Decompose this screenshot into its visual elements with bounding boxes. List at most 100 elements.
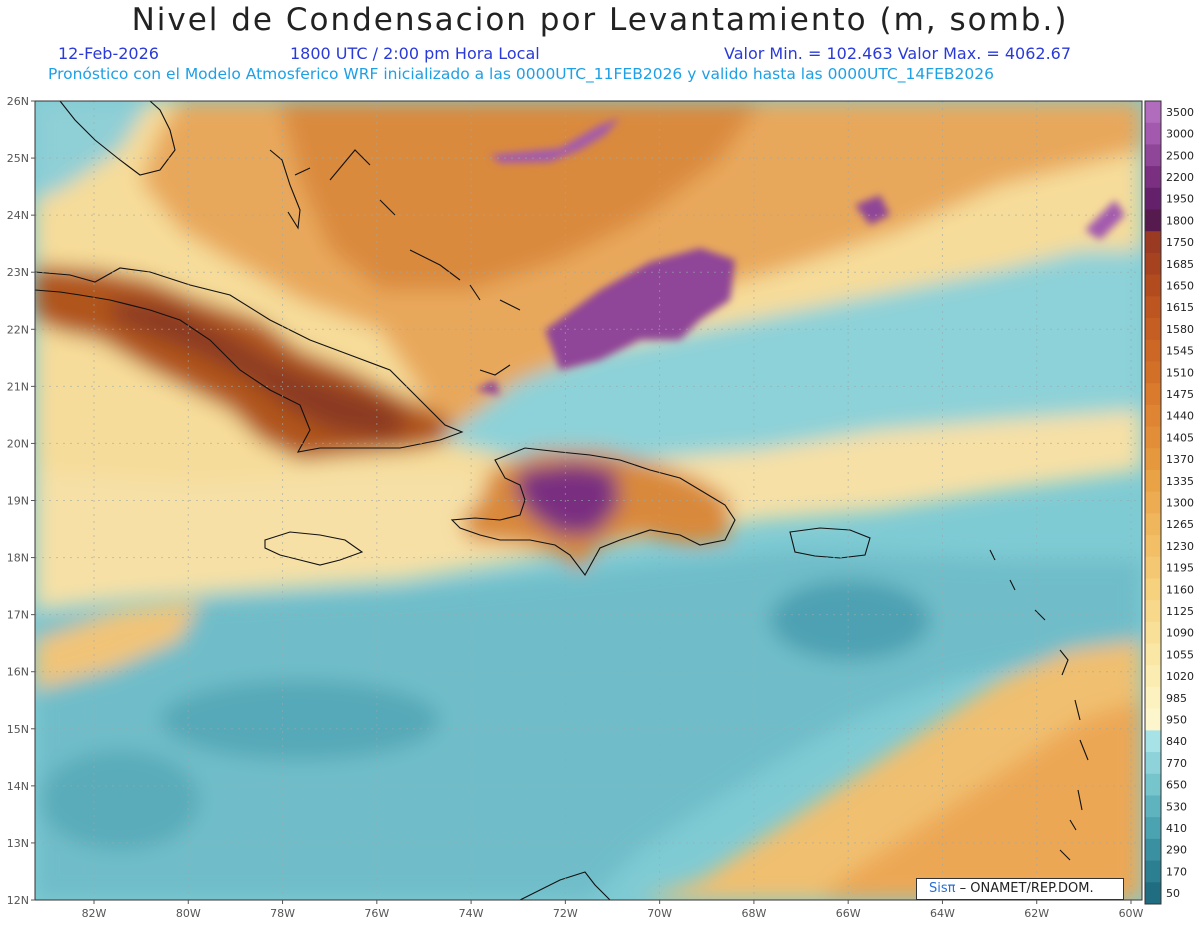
- colorbar-label: 2500: [1166, 149, 1194, 162]
- colorbar-swatch: [1145, 361, 1161, 384]
- sis-logo-text: Sisπ: [929, 881, 956, 896]
- credit-box: Sisπ – ONAMET/REP.DOM.: [916, 878, 1124, 900]
- longitude-labels: 82W 80W 78W 76W 74W 72W 70W 68W 66W 64W 62W 60W: [82, 900, 1144, 920]
- lat-label: 26N: [7, 95, 29, 108]
- lat-label: 21N: [7, 380, 29, 393]
- colorbar-swatch: [1145, 730, 1161, 753]
- lon-label: 62W: [1024, 907, 1049, 920]
- colorbar-swatch: [1145, 144, 1161, 167]
- lon-label: 66W: [836, 907, 861, 920]
- colorbar-swatch: [1145, 101, 1161, 124]
- colorbar-label: 1545: [1166, 345, 1194, 358]
- lat-label: 20N: [7, 437, 29, 450]
- colorbar-swatch: [1145, 274, 1161, 297]
- colorbar-swatch: [1145, 621, 1161, 645]
- colorbar-swatch: [1145, 448, 1161, 471]
- colorbar-label: 1370: [1166, 453, 1194, 466]
- lat-label: 24N: [7, 209, 29, 222]
- lon-label: 64W: [930, 907, 955, 920]
- colorbar-label: 1750: [1166, 236, 1194, 249]
- colorbar-swatch: [1145, 795, 1161, 818]
- colorbar-swatch: [1145, 166, 1161, 189]
- colorbar-label: 1405: [1166, 431, 1194, 444]
- hispaniola-coastline: [450, 447, 736, 577]
- colorbar-label: 1335: [1166, 475, 1194, 488]
- colorbar-label: 985: [1166, 692, 1187, 705]
- colorbar-label: 1160: [1166, 583, 1194, 596]
- lat-label: 14N: [7, 780, 29, 793]
- colorbar-swatch: [1145, 882, 1161, 905]
- colorbar-swatch: [1145, 231, 1161, 254]
- colorbar-swatch: [1145, 643, 1161, 666]
- colorbar-swatch: [1145, 426, 1161, 449]
- colorbar-swatch: [1145, 209, 1161, 232]
- colorbar-label: 770: [1166, 757, 1187, 770]
- lat-label: 25N: [7, 152, 29, 165]
- colorbar-swatch: [1145, 708, 1161, 731]
- lat-label: 22N: [7, 323, 29, 336]
- colorbar-swatch: [1145, 773, 1161, 796]
- lon-label: 72W: [553, 907, 578, 920]
- colorbar-swatch: [1145, 187, 1161, 211]
- cuba-coastline: [34, 267, 464, 453]
- colorbar-label: 1800: [1166, 214, 1194, 227]
- lon-label: 78W: [270, 907, 295, 920]
- coastlines: [34, 100, 1089, 901]
- colorbar-frame: [1144, 100, 1162, 905]
- lat-label: 18N: [7, 552, 29, 565]
- colorbar-label: 840: [1166, 735, 1187, 748]
- colorbar-label: 290: [1166, 844, 1187, 857]
- colorbar-label: 1615: [1166, 301, 1194, 314]
- colorbar-swatch: [1145, 318, 1161, 341]
- lon-label: 74W: [459, 907, 484, 920]
- lon-label: 82W: [82, 907, 107, 920]
- credit-org: – ONAMET/REP.DOM.: [959, 881, 1094, 896]
- lon-label: 76W: [364, 907, 389, 920]
- colorbar-swatch: [1145, 252, 1161, 276]
- jamaica-coastline: [264, 531, 364, 566]
- colorbar-label: 2200: [1166, 171, 1194, 184]
- lat-label: 13N: [7, 837, 29, 850]
- lesser-antilles-coastline: [989, 549, 1089, 861]
- colorbar-swatch: [1145, 296, 1161, 319]
- colorbar-swatch: [1145, 469, 1161, 493]
- lat-label: 23N: [7, 266, 29, 279]
- colorbar-label: 1300: [1166, 497, 1194, 510]
- colorbar-swatch: [1145, 686, 1161, 710]
- forecast-date: 12-Feb-2026: [58, 44, 159, 63]
- lon-label: 60W: [1119, 907, 1144, 920]
- colorbar-label: 1650: [1166, 279, 1194, 292]
- colorbar-label: 1685: [1166, 258, 1194, 271]
- colorbar-label: 1580: [1166, 323, 1194, 336]
- colorbar-swatch: [1145, 752, 1161, 775]
- florida-coastline: [59, 100, 176, 176]
- colorbar-label: 1055: [1166, 648, 1194, 661]
- colorbar-label: 1475: [1166, 388, 1194, 401]
- colorbar-label: 1440: [1166, 410, 1194, 423]
- colorbar-swatch: [1145, 860, 1161, 883]
- lat-label: 16N: [7, 666, 29, 679]
- colorbar-label: 1950: [1166, 193, 1194, 206]
- lat-label: 15N: [7, 723, 29, 736]
- colorbar-swatch: [1145, 817, 1161, 840]
- colorbar-swatch: [1145, 556, 1161, 579]
- colorbar-label: 650: [1166, 779, 1187, 792]
- colorbar-label: 3500: [1166, 106, 1194, 119]
- colorbar-swatch: [1145, 578, 1161, 601]
- colorbar-swatch: [1145, 491, 1161, 514]
- latitude-labels: 26N 25N 24N 23N 22N 21N 20N 19N 18N 17N 16N 15N 14N 1…: [7, 95, 35, 907]
- colorbar-swatch: [1145, 838, 1161, 862]
- model-info: Pronóstico con el Modelo Atmosferico WRF…: [48, 65, 994, 83]
- colorbar-label: 1230: [1166, 540, 1194, 553]
- puerto-rico-coastline: [789, 527, 871, 559]
- colorbar-label: 1195: [1166, 562, 1194, 575]
- colorbar-swatch: [1145, 339, 1161, 362]
- colorbar-label: 530: [1166, 800, 1187, 813]
- colorbar-swatch: [1145, 600, 1161, 623]
- colorbar-label: 50: [1166, 887, 1180, 900]
- colorbar-swatch: [1145, 535, 1161, 558]
- colorbar-swatch: [1145, 404, 1161, 428]
- bahamas-coastline: [269, 149, 521, 376]
- colorbar: 3500 3000 2500 2200 1950 1800 1750 1685 1650 1615…: [1144, 100, 1194, 905]
- lat-label: 12N: [7, 894, 29, 907]
